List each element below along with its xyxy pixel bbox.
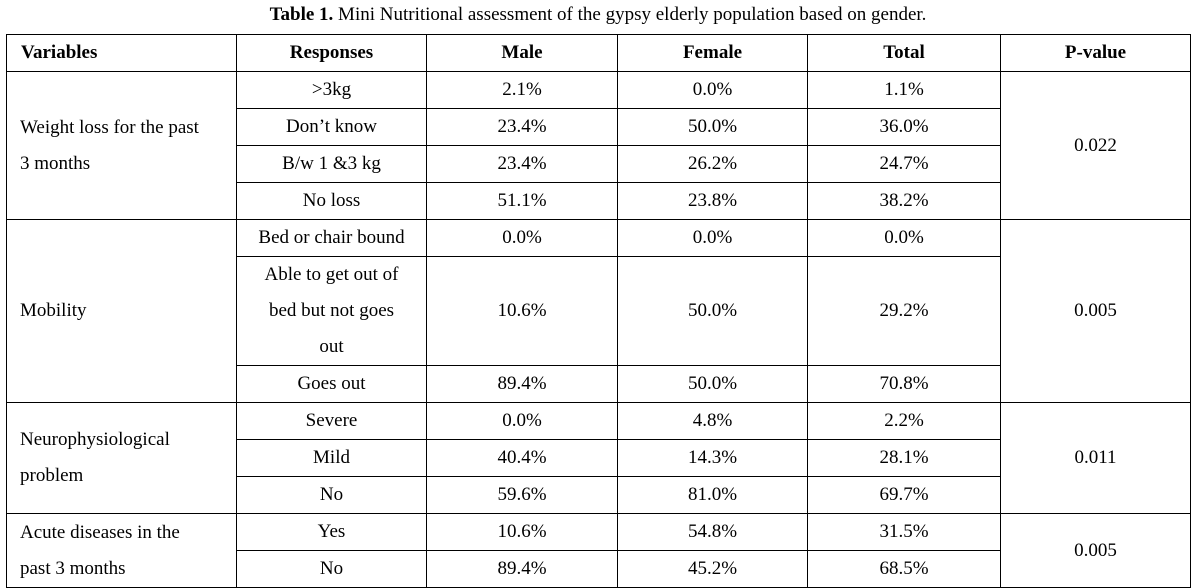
variable-cell: Weight loss for the past 3 months (6, 71, 237, 220)
caption-text: Mini Nutritional assessment of the gypsy… (333, 4, 927, 25)
total-cell: 0.0% (807, 219, 1001, 257)
total-cell: 1.1% (807, 71, 1001, 109)
female-cell: 81.0% (617, 476, 808, 514)
total-cell: 68.5% (807, 550, 1001, 588)
female-cell: 26.2% (617, 145, 808, 183)
p-value-cell: 0.005 (1000, 219, 1191, 403)
p-value-cell: 0.022 (1000, 71, 1191, 220)
male-cell: 59.6% (426, 476, 618, 514)
male-cell: 10.6% (426, 256, 618, 366)
header-responses: Responses (236, 34, 427, 72)
male-cell: 51.1% (426, 182, 618, 220)
table-row: Goes out 89.4% 50.0% 70.8% (7, 365, 1191, 403)
male-cell: 0.0% (426, 219, 618, 257)
table-row: No 89.4% 45.2% 68.5% (7, 550, 1191, 588)
response-cell: No (236, 476, 427, 514)
p-value-cell: 0.005 (1000, 513, 1191, 588)
response-cell: Bed or chair bound (236, 219, 427, 257)
total-cell: 38.2% (807, 182, 1001, 220)
female-cell: 0.0% (617, 219, 808, 257)
male-cell: 89.4% (426, 550, 618, 588)
table-row: Mobility Bed or chair bound 0.0% 0.0% 0.0% 0.… (6, 219, 1191, 403)
total-cell: 29.2% (807, 256, 1001, 366)
response-cell: Able to get out of bed but not goes out (236, 256, 427, 366)
response-cell: No loss (236, 182, 427, 220)
header-total: Total (807, 34, 1001, 72)
male-cell: 40.4% (426, 439, 618, 477)
female-cell: 14.3% (617, 439, 808, 477)
variable-cell: Mobility (6, 219, 237, 403)
header-male: Male (426, 34, 618, 72)
variable-line: Mobility (20, 300, 87, 321)
response-cell: B/w 1 &3 kg (236, 145, 427, 183)
table-caption: Table 1. Mini Nutritional assessment of … (0, 3, 1196, 27)
female-cell: 50.0% (617, 365, 808, 403)
variable-line: past 3 months (20, 557, 126, 579)
female-cell: 50.0% (617, 108, 808, 146)
female-cell: 0.0% (617, 71, 808, 109)
table-row: Don’t know 23.4% 50.0% 36.0% (7, 108, 1191, 146)
total-cell: 31.5% (807, 513, 1001, 551)
nutrition-table: Variables Responses Male Female Total P-… (6, 34, 1191, 588)
response-cell: Mild (236, 439, 427, 477)
variable-cell: Neurophysiological problem (6, 402, 237, 514)
table-row: Neurophysiological problem Severe 0.0% 4.8% 2… (6, 402, 1191, 514)
table-row: No 59.6% 81.0% 69.7% (7, 476, 1191, 514)
female-cell: 50.0% (617, 256, 808, 366)
female-cell: 23.8% (617, 182, 808, 220)
total-cell: 24.7% (807, 145, 1001, 183)
header-female: Female (617, 34, 808, 72)
table-row: Acute diseases in the past 3 months Yes 10.… (6, 513, 1191, 588)
table-row: Weight loss for the past 3 months >3kg 2.1%… (6, 71, 1191, 220)
header-p-value: P-value (1000, 34, 1191, 72)
response-cell: Severe (236, 402, 427, 440)
variable-line: 3 months (20, 152, 91, 174)
female-cell: 54.8% (617, 513, 808, 551)
variable-line: problem (20, 465, 84, 486)
table-row: Able to get out of bed but not goes out 1… (7, 256, 1191, 366)
female-cell: 4.8% (617, 402, 808, 440)
male-cell: 23.4% (426, 108, 618, 146)
male-cell: 10.6% (426, 513, 618, 551)
header-row: Variables Responses Male Female Total P-… (6, 34, 1191, 72)
total-cell: 28.1% (807, 439, 1001, 477)
total-cell: 36.0% (807, 108, 1001, 146)
response-cell: No (236, 550, 427, 588)
male-cell: 89.4% (426, 365, 618, 403)
table-row: B/w 1 &3 kg 23.4% 26.2% 24.7% (7, 145, 1191, 183)
response-cell: Goes out (236, 365, 427, 403)
response-cell: >3kg (236, 71, 427, 109)
total-cell: 69.7% (807, 476, 1001, 514)
female-cell: 45.2% (617, 550, 808, 588)
response-cell: Yes (236, 513, 427, 551)
total-cell: 2.2% (807, 402, 1001, 440)
response-cell: Don’t know (236, 108, 427, 146)
table-row: No loss 51.1% 23.8% 38.2% (7, 182, 1191, 220)
table-body: Weight loss for the past 3 months >3kg 2.1%… (6, 71, 1191, 588)
male-cell: 23.4% (426, 145, 618, 183)
variable-line: Weight loss for the past (20, 116, 199, 138)
variable-line: Acute diseases in the (20, 521, 180, 543)
male-cell: 0.0% (426, 402, 618, 440)
variable-cell: Acute diseases in the past 3 months (6, 513, 237, 588)
p-value-cell: 0.011 (1000, 402, 1191, 514)
header-variables: Variables (6, 34, 237, 72)
variable-line: Neurophysiological (20, 429, 170, 450)
male-cell: 2.1% (426, 71, 618, 109)
caption-label: Table 1. (269, 4, 334, 25)
total-cell: 70.8% (807, 365, 1001, 403)
